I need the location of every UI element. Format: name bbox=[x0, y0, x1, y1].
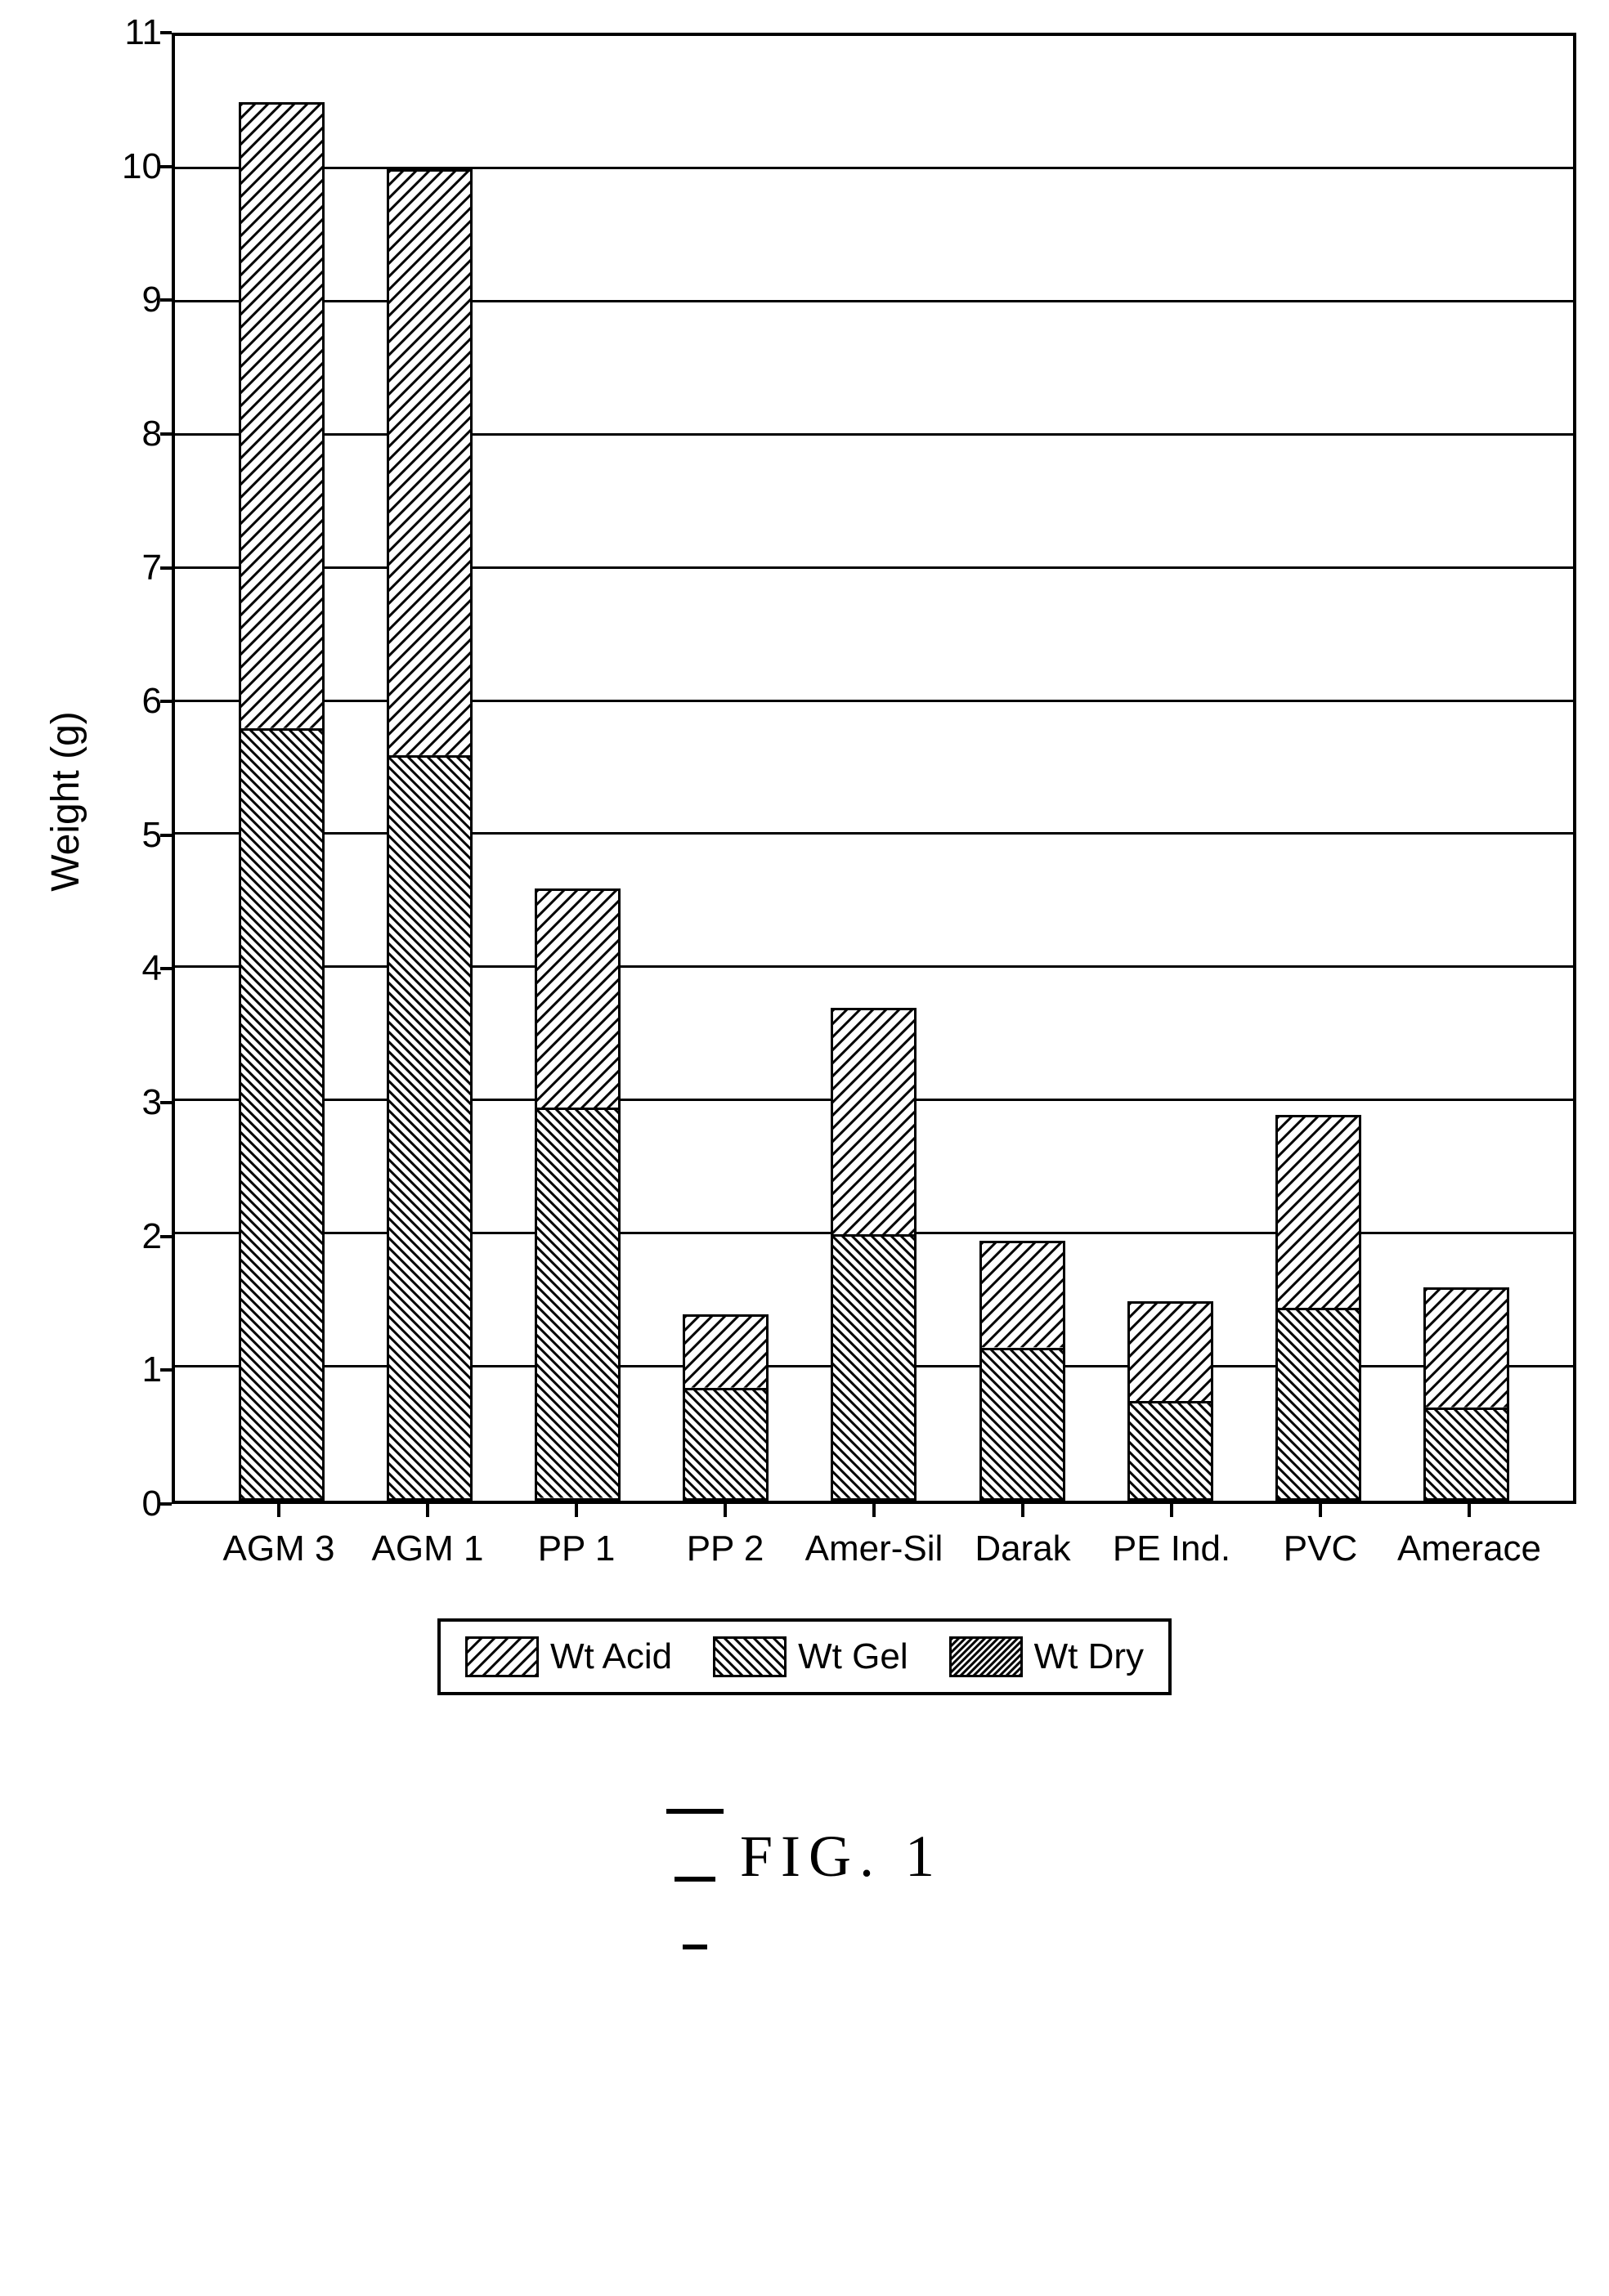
y-tick-label: 1 bbox=[142, 1349, 162, 1390]
bars-layer bbox=[175, 36, 1573, 1501]
y-tick-mark bbox=[160, 1368, 172, 1372]
legend-swatch bbox=[465, 1636, 539, 1677]
chart: Weight (g) 01234567891011 AGM 3AGM 1PP 1… bbox=[33, 33, 1576, 1569]
bar-segment bbox=[387, 169, 473, 755]
bar-slot bbox=[800, 1008, 948, 1501]
y-tick-label: 10 bbox=[122, 146, 162, 187]
caption-text: FIG. 1 bbox=[740, 1824, 943, 1889]
bar-segment bbox=[979, 1241, 1065, 1347]
x-tick-label: AGM 3 bbox=[204, 1504, 353, 1569]
bar-segment bbox=[1275, 1308, 1361, 1501]
y-tick-mark bbox=[160, 165, 172, 168]
legend-item: Wt Dry bbox=[949, 1636, 1144, 1677]
y-tick-mark bbox=[160, 967, 172, 970]
legend: Wt Acid Wt Gel Wt Dry bbox=[437, 1618, 1172, 1695]
bar-slot bbox=[208, 102, 356, 1501]
x-axis-ticks: AGM 3AGM 1PP 1PP 2Amer-SilDarakPE Ind.PV… bbox=[172, 1504, 1576, 1569]
legend-label: Wt Dry bbox=[1034, 1636, 1144, 1677]
legend-swatch bbox=[949, 1636, 1023, 1677]
x-tick-label: PVC bbox=[1246, 1504, 1395, 1569]
bar-segment bbox=[831, 1008, 917, 1234]
bar bbox=[535, 888, 621, 1501]
figure: Weight (g) 01234567891011 AGM 3AGM 1PP 1… bbox=[33, 33, 1576, 1964]
plot-area bbox=[172, 33, 1576, 1504]
y-tick-label: 9 bbox=[142, 280, 162, 320]
bar-segment bbox=[535, 888, 621, 1108]
bar-segment bbox=[1275, 1115, 1361, 1308]
bar-segment bbox=[239, 728, 325, 1501]
y-tick-label: 4 bbox=[142, 948, 162, 989]
y-tick-label: 11 bbox=[124, 12, 162, 53]
bar bbox=[1127, 1301, 1213, 1501]
bar-segment bbox=[387, 755, 473, 1501]
legend-label: Wt Acid bbox=[550, 1636, 672, 1677]
caption-decor-icon bbox=[666, 1761, 724, 1964]
y-tick-mark bbox=[160, 298, 172, 302]
y-tick-mark bbox=[160, 700, 172, 703]
bar bbox=[1275, 1115, 1361, 1501]
bar bbox=[979, 1241, 1065, 1501]
bar-segment bbox=[683, 1388, 769, 1501]
bar bbox=[831, 1008, 917, 1501]
legend-item: Wt Acid bbox=[465, 1636, 672, 1677]
x-tick-label: PP 1 bbox=[502, 1504, 651, 1569]
bar-segment bbox=[239, 102, 325, 728]
bar-segment bbox=[1127, 1301, 1213, 1401]
y-axis-label-col: Weight (g) bbox=[33, 33, 98, 1569]
bar-slot bbox=[1392, 1287, 1540, 1501]
y-tick-mark bbox=[160, 566, 172, 570]
bar-segment bbox=[979, 1348, 1065, 1501]
legend-swatch bbox=[713, 1636, 787, 1677]
y-tick-mark bbox=[160, 834, 172, 837]
x-tick-label: Amerace bbox=[1395, 1504, 1544, 1569]
y-tick-label: 8 bbox=[142, 414, 162, 454]
bar-segment bbox=[831, 1234, 917, 1501]
bar-segment bbox=[1127, 1401, 1213, 1501]
y-tick-mark bbox=[160, 31, 172, 34]
bar-segment bbox=[1423, 1408, 1509, 1501]
y-tick-label: 7 bbox=[142, 548, 162, 589]
y-tick-label: 2 bbox=[142, 1216, 162, 1257]
y-tick-label: 5 bbox=[142, 815, 162, 856]
y-tick-mark bbox=[160, 1101, 172, 1104]
x-tick-label: AGM 1 bbox=[353, 1504, 502, 1569]
x-tick-label: PE Ind. bbox=[1097, 1504, 1246, 1569]
bar-segment bbox=[535, 1108, 621, 1501]
bar-segment bbox=[683, 1314, 769, 1388]
y-tick-mark bbox=[160, 1502, 172, 1506]
x-tick-label: Darak bbox=[948, 1504, 1097, 1569]
bar-slot bbox=[652, 1314, 800, 1501]
bar-slot bbox=[1096, 1301, 1244, 1501]
y-axis-label: Weight (g) bbox=[43, 711, 88, 892]
legend-label: Wt Gel bbox=[798, 1636, 908, 1677]
bar-segment bbox=[1423, 1287, 1509, 1408]
x-tick-label: Amer-Sil bbox=[800, 1504, 948, 1569]
y-tick-mark bbox=[160, 1235, 172, 1238]
bar bbox=[683, 1314, 769, 1501]
y-tick-label: 6 bbox=[142, 681, 162, 722]
bar-slot bbox=[1244, 1115, 1392, 1501]
bar bbox=[387, 169, 473, 1501]
y-axis-ticks: 01234567891011 bbox=[98, 33, 172, 1504]
y-tick-label: 3 bbox=[142, 1082, 162, 1123]
bar-slot bbox=[356, 169, 504, 1501]
bar-slot bbox=[948, 1241, 1096, 1501]
bar bbox=[1423, 1287, 1509, 1501]
y-tick-label: 0 bbox=[142, 1484, 162, 1524]
figure-caption: FIG. 1 bbox=[33, 1761, 1576, 1964]
legend-item: Wt Gel bbox=[713, 1636, 908, 1677]
y-tick-mark bbox=[160, 432, 172, 436]
x-tick-label: PP 2 bbox=[651, 1504, 800, 1569]
bar-slot bbox=[504, 888, 652, 1501]
bar bbox=[239, 102, 325, 1501]
